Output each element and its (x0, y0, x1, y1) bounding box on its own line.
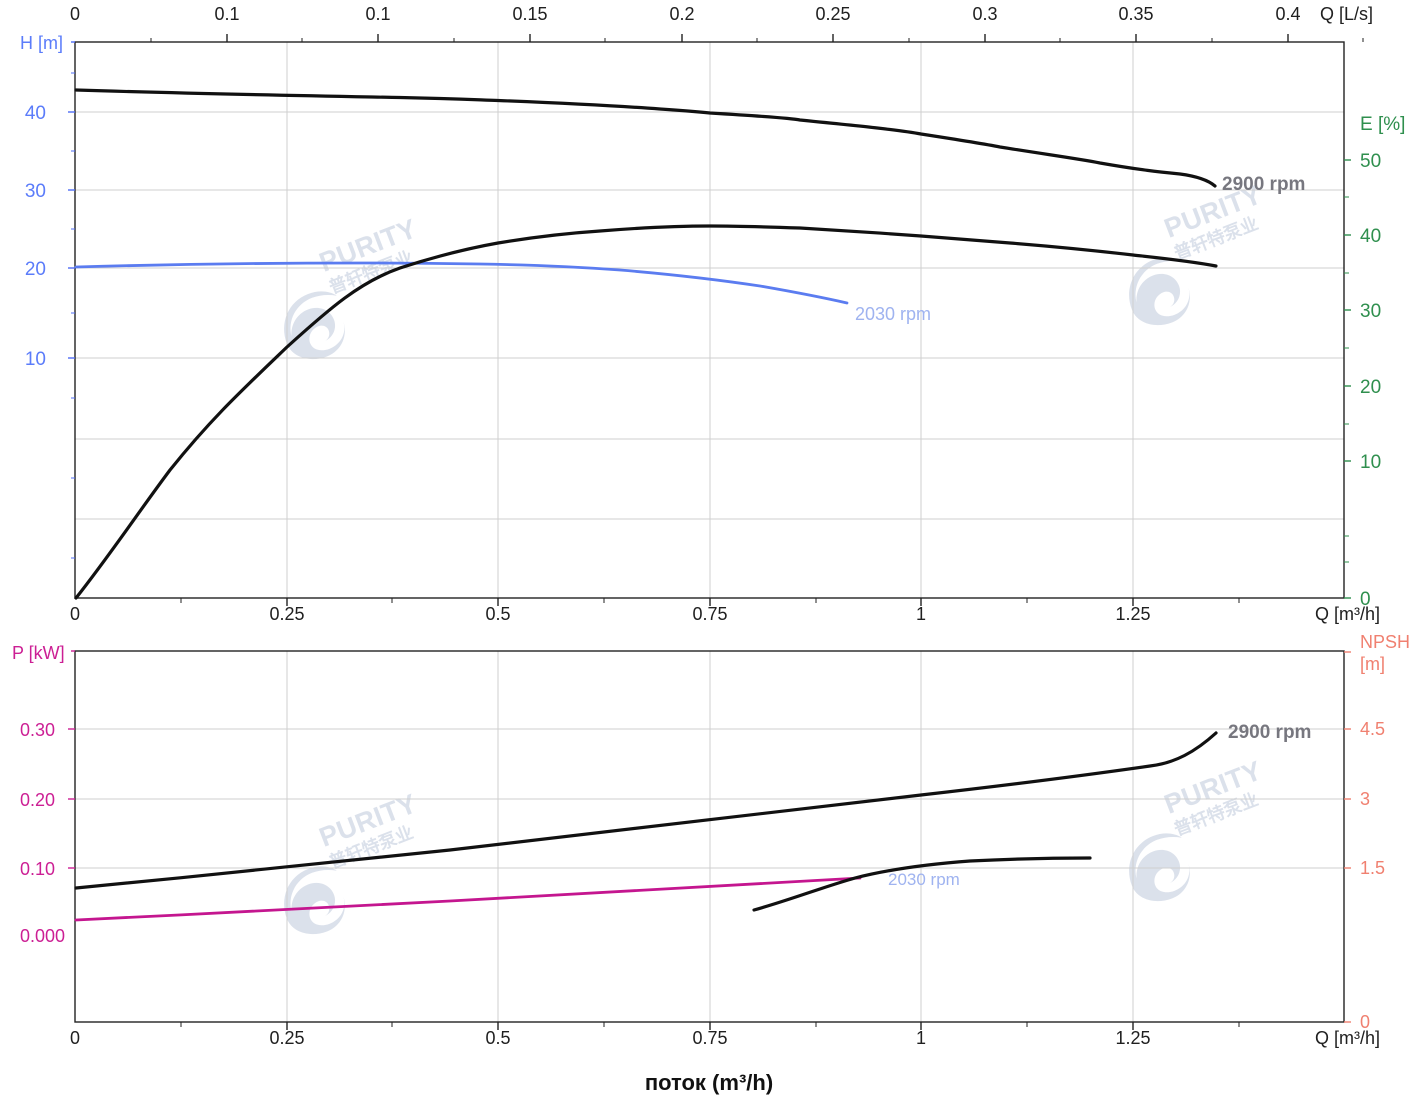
svg-text:0.15: 0.15 (512, 4, 547, 24)
svg-text:0.5: 0.5 (485, 1028, 510, 1048)
svg-text:20: 20 (1360, 377, 1381, 398)
svg-text:0: 0 (70, 4, 80, 24)
svg-text:40: 40 (1360, 226, 1381, 247)
svg-text:30: 30 (1360, 301, 1381, 322)
svg-text:0.25: 0.25 (269, 1028, 304, 1048)
svg-text:0.20: 0.20 (20, 790, 55, 810)
svg-text:Q [m³/h]: Q [m³/h] (1315, 604, 1380, 624)
svg-text:0.4: 0.4 (1275, 4, 1300, 24)
svg-text:0: 0 (70, 604, 80, 624)
svg-text:20: 20 (25, 259, 46, 280)
svg-text:[m]: [m] (1360, 654, 1385, 674)
svg-text:1.5: 1.5 (1360, 858, 1385, 878)
svg-text:NPSH: NPSH (1360, 632, 1410, 652)
svg-text:0.5: 0.5 (485, 604, 510, 624)
svg-text:2900 rpm: 2900 rpm (1222, 174, 1305, 195)
svg-text:0.2: 0.2 (669, 4, 694, 24)
svg-text:1.25: 1.25 (1115, 604, 1150, 624)
svg-text:10: 10 (1360, 452, 1381, 473)
svg-text:3: 3 (1360, 789, 1370, 809)
svg-text:0.1: 0.1 (214, 4, 239, 24)
svg-text:Q [m³/h]: Q [m³/h] (1315, 1028, 1380, 1048)
svg-text:50: 50 (1360, 151, 1381, 172)
svg-text:0.10: 0.10 (20, 859, 55, 879)
svg-text:0.000: 0.000 (20, 926, 65, 946)
svg-text:0.35: 0.35 (1118, 4, 1153, 24)
svg-text:2030 rpm: 2030 rpm (855, 304, 931, 324)
svg-text:Q [L/s]: Q [L/s] (1320, 4, 1373, 24)
svg-text:0.30: 0.30 (20, 720, 55, 740)
svg-text:1: 1 (916, 1028, 926, 1048)
svg-text:1: 1 (916, 604, 926, 624)
svg-text:1.25: 1.25 (1115, 1028, 1150, 1048)
svg-text:10: 10 (25, 349, 46, 370)
svg-text:P [kW]: P [kW] (12, 643, 65, 663)
svg-text:H [m]: H [m] (20, 33, 63, 53)
svg-text:4.5: 4.5 (1360, 719, 1385, 739)
svg-text:E [%]: E [%] (1360, 114, 1405, 135)
svg-text:0: 0 (70, 1028, 80, 1048)
svg-text:0.1: 0.1 (365, 4, 390, 24)
svg-text:2030 rpm: 2030 rpm (888, 870, 960, 889)
svg-text:поток (m³/h): поток (m³/h) (645, 1070, 773, 1095)
svg-text:0.3: 0.3 (972, 4, 997, 24)
svg-text:30: 30 (25, 181, 46, 202)
svg-text:40: 40 (25, 103, 46, 124)
svg-text:0.75: 0.75 (692, 604, 727, 624)
svg-text:2900 rpm: 2900 rpm (1228, 722, 1311, 743)
svg-text:0.25: 0.25 (269, 604, 304, 624)
svg-text:0.75: 0.75 (692, 1028, 727, 1048)
svg-text:0.25: 0.25 (815, 4, 850, 24)
